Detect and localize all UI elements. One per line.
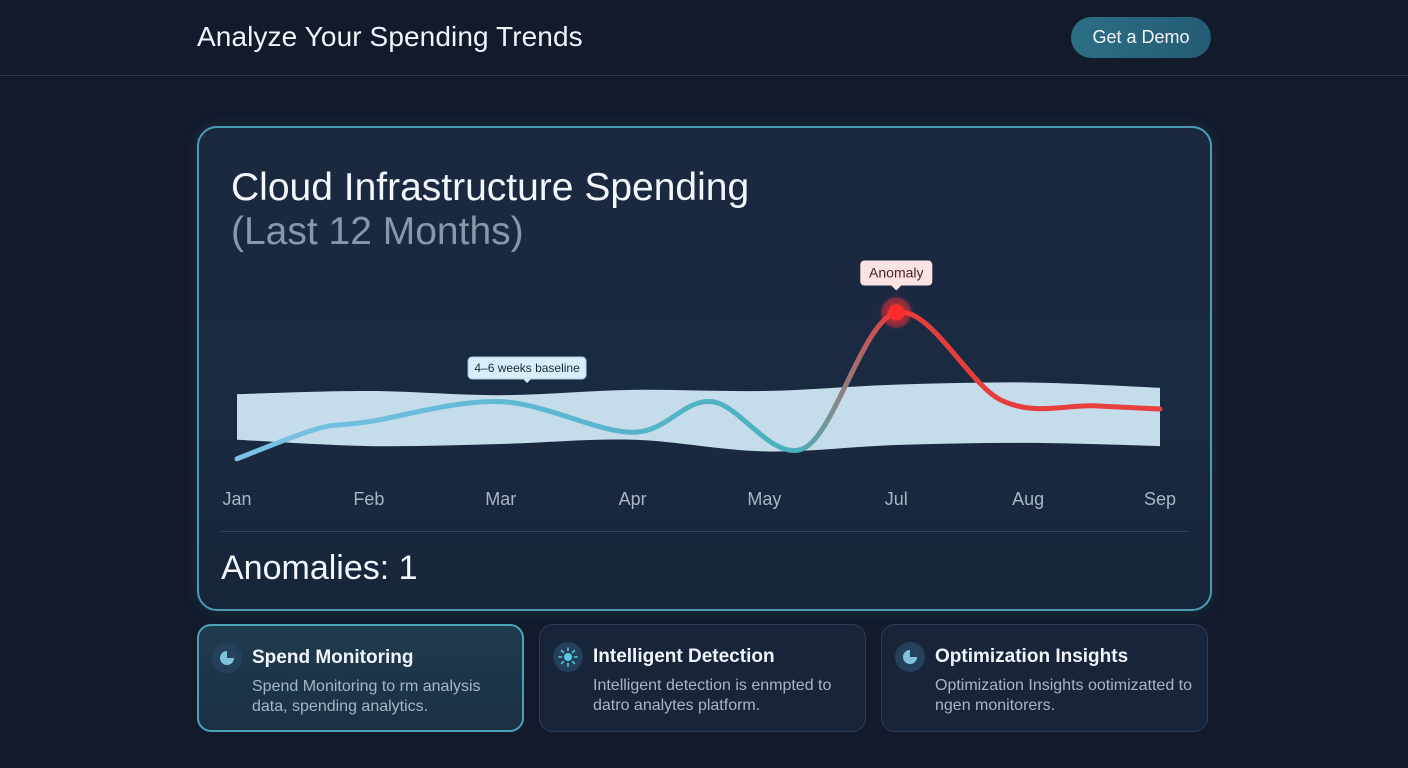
chart-subtitle: (Last 12 Months) — [231, 210, 524, 253]
top-bar: Analyze Your Spending Trends Get a Demo — [0, 0, 1408, 76]
anomalies-count: Anomalies: 1 — [221, 549, 418, 587]
feature-description: Intelligent detection is enmpted to datr… — [593, 677, 832, 714]
spending-line-layer — [234, 309, 1163, 462]
feature-title: Intelligent Detection — [593, 646, 775, 667]
chart-title: Cloud Infrastructure Spending — [231, 166, 750, 209]
baseline-tooltip-pointer — [523, 378, 532, 383]
anomaly-point — [888, 304, 905, 321]
baseline-band-layer — [237, 382, 1160, 452]
feature-description: Spend Monitoring to rm analysis data, sp… — [252, 678, 481, 715]
x-tick-label: May — [747, 489, 781, 509]
x-tick-label: Sep — [1144, 489, 1176, 509]
feature-card-optimization-insights[interactable]: Optimization Insights Optimization Insig… — [881, 624, 1208, 732]
baseline-label: 4–6 weeks baseline — [474, 361, 580, 375]
spending-chart-card: Cloud Infrastructure Spending (Last 12 M… — [197, 126, 1212, 611]
x-tick-label: Jan — [222, 489, 251, 509]
feature-description: Optimization Insights ootimizatted to ng… — [935, 677, 1193, 714]
spending-line — [234, 309, 1163, 462]
x-tick-label: Jul — [885, 489, 908, 509]
x-tick-label: Mar — [485, 489, 516, 509]
feature-card-spend-monitoring[interactable]: Spend Monitoring Spend Monitoring to rm … — [197, 624, 524, 732]
baseline-band — [237, 382, 1160, 452]
pie-chart-icon — [212, 643, 242, 673]
anomaly-tooltip-box — [860, 260, 933, 286]
anomaly-label: Anomaly — [869, 265, 923, 281]
x-tick-label: Feb — [353, 489, 384, 509]
card-divider — [221, 531, 1189, 532]
sun-icon — [553, 642, 583, 672]
get-demo-button[interactable]: Get a Demo — [1071, 17, 1211, 58]
spending-line-chart: Anomaly 4–6 weeks baseline Jan Feb Mar Apr Ma… — [222, 260, 1176, 509]
feature-card-intelligent-detection[interactable]: Intelligent Detection Intelligent detect… — [539, 624, 866, 732]
page-title: Analyze Your Spending Trends — [197, 21, 583, 52]
anomaly-tooltip-pointer — [891, 285, 902, 291]
pie-chart-icon — [895, 642, 925, 672]
feature-title: Optimization Insights — [935, 646, 1129, 667]
tick-label-layer: 4–6 weeks baseline Jan Feb Mar Apr May Jul Aug S… — [222, 356, 1176, 509]
x-tick-label: Apr — [619, 489, 647, 509]
x-tick-label: Aug — [1012, 489, 1044, 509]
anomaly-marker-layer: Anomaly — [860, 260, 933, 331]
feature-title: Spend Monitoring — [252, 647, 414, 668]
